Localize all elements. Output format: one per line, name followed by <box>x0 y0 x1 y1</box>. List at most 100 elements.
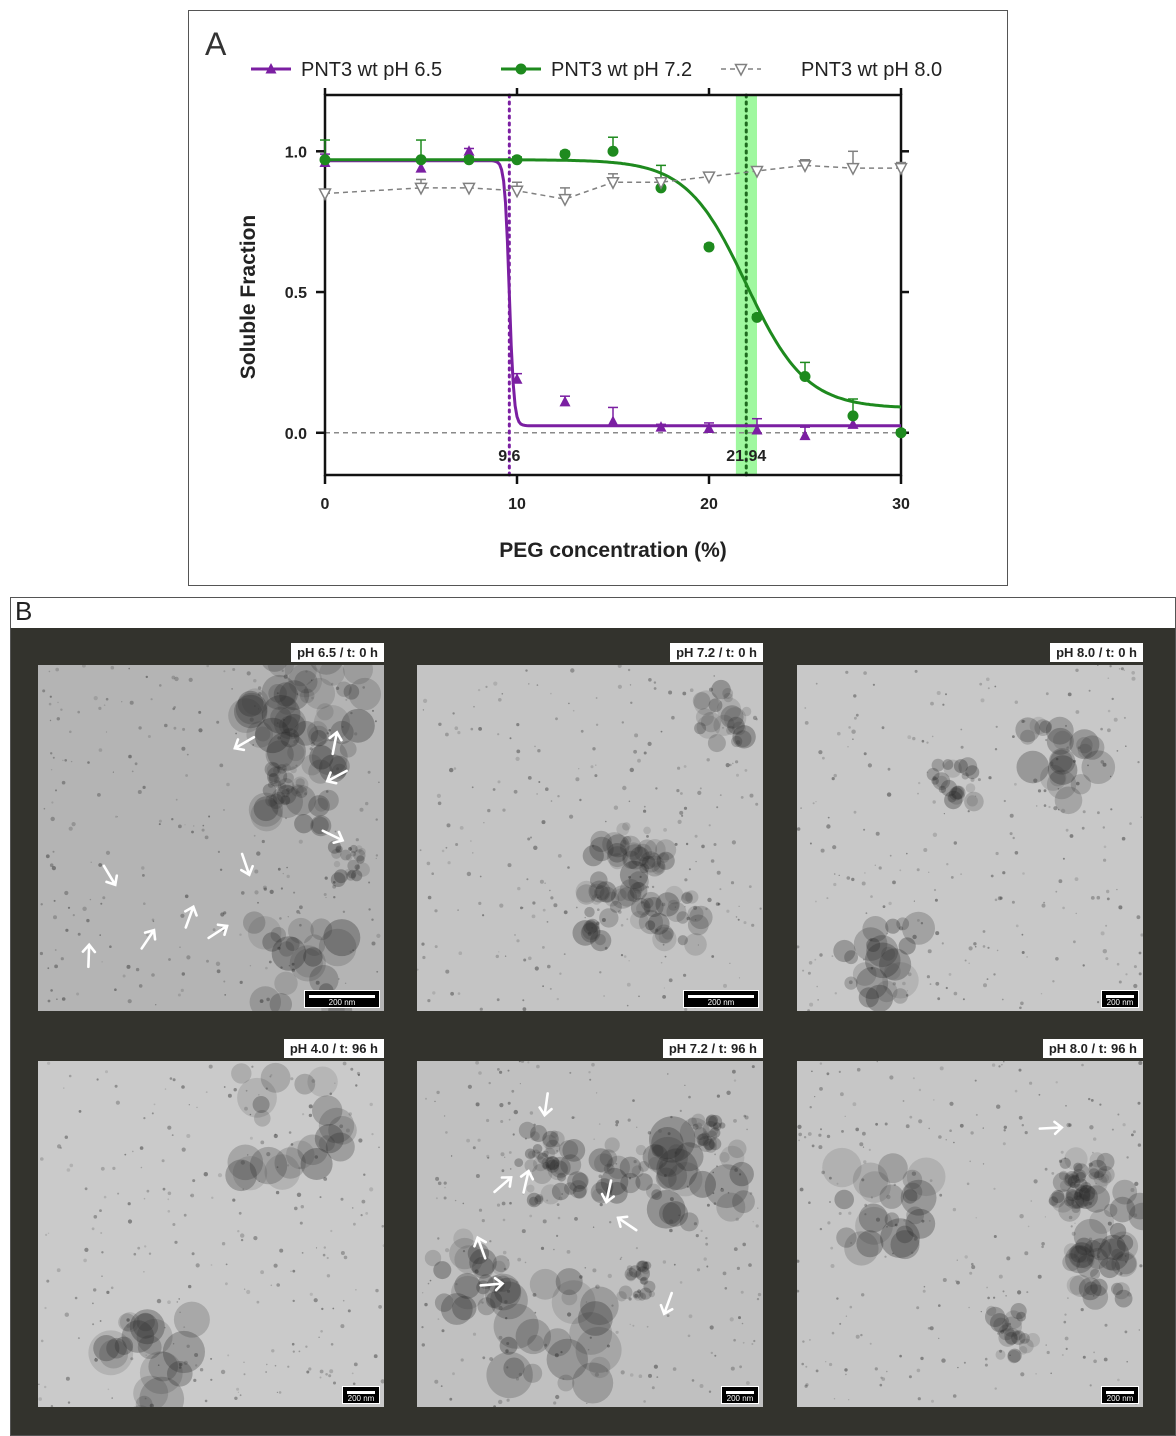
arrow-marker <box>1038 1120 1064 1136</box>
scale-bar: 200 nm <box>1101 1386 1139 1404</box>
arrow-marker <box>600 1179 616 1205</box>
arrow-marker <box>616 1215 638 1232</box>
data-point <box>462 182 476 196</box>
data-point <box>799 429 811 441</box>
scale-bar-label: 200 nm <box>347 1394 375 1403</box>
arrow-marker <box>493 1176 513 1194</box>
arrow-marker <box>233 735 256 752</box>
scale-bar: 200 nm <box>342 1386 380 1404</box>
data-point <box>751 423 763 435</box>
data-point <box>799 370 811 382</box>
arrow-marker <box>479 1276 505 1292</box>
micrograph-image: 200 nm <box>797 665 1143 1011</box>
arrow-marker <box>240 852 254 877</box>
micrograph-label: pH 6.5 / t: 0 h <box>291 643 384 662</box>
data-point <box>319 154 331 166</box>
solubility-chart: A 9.6 21.94 0 10 20 30 0.0 0.5 1.0 PEG concentrati… <box>205 26 942 562</box>
data-point <box>847 418 859 429</box>
data-point <box>558 193 572 207</box>
scale-bar: 200 nm <box>683 990 759 1008</box>
plot-frame <box>323 93 903 477</box>
scale-bar-label: 200 nm <box>726 1394 754 1403</box>
micrograph-label: pH 4.0 / t: 96 h <box>283 1039 384 1058</box>
data-point <box>798 160 812 173</box>
micrograph-image: 200 nm <box>417 665 763 1011</box>
arrow-marker <box>659 1291 674 1316</box>
data-point <box>846 162 860 176</box>
series-line-2 <box>324 164 901 200</box>
arrow-marker <box>321 829 345 845</box>
y-tick-label: 0.0 <box>285 426 307 443</box>
fit-curve-1 <box>325 158 902 409</box>
micrograph-image: 200 nm <box>38 1061 384 1407</box>
micrograph-0: pH 6.5 / t: 0 h 200 nm <box>38 643 384 1011</box>
scale-bar-label: 200 nm <box>707 998 735 1007</box>
data-point <box>607 145 619 157</box>
micrograph-image: 200 nm <box>38 665 384 1011</box>
micrograph-3: pH 4.0 / t: 96 h 200 nm <box>38 1039 384 1407</box>
x-tick-label: 20 <box>700 496 718 513</box>
midpoint-label-0: 9.6 <box>498 448 520 465</box>
data-point <box>463 154 475 166</box>
midpoint-label-1: 21.94 <box>726 448 766 465</box>
data-point <box>510 185 524 199</box>
data-point <box>655 421 667 432</box>
data-point <box>847 410 859 422</box>
data-point <box>318 188 332 202</box>
micrograph-2: pH 8.0 / t: 0 h 200 nm <box>797 643 1143 1011</box>
y-axis-label: Soluble Fraction <box>237 215 260 380</box>
data-point <box>654 177 668 190</box>
arrow-marker <box>140 928 157 950</box>
arrow-marker <box>325 769 348 785</box>
panel-a-letter: A <box>205 26 227 62</box>
arrow-marker <box>519 1169 535 1194</box>
micrograph-label: pH 8.0 / t: 96 h <box>1042 1039 1143 1058</box>
micrograph-4: pH 7.2 / t: 96 h 200 nm <box>417 1039 763 1407</box>
arrow-marker <box>538 1092 553 1118</box>
data-point <box>415 162 427 173</box>
arrow-marker <box>81 942 97 969</box>
data-point <box>750 165 764 179</box>
legend-marker-1 <box>515 63 527 75</box>
data-point <box>463 145 475 156</box>
arrow-marker <box>183 904 198 929</box>
data-point <box>559 148 571 160</box>
legend-marker-0 <box>265 63 277 74</box>
y-tick-label: 0.5 <box>285 285 307 302</box>
micrograph-1: pH 7.2 / t: 0 h 200 nm <box>417 643 763 1011</box>
data-point <box>414 182 428 196</box>
scale-bar-label: 200 nm <box>1106 1394 1134 1403</box>
arrow-marker <box>207 923 229 940</box>
micrograph-image: 200 nm <box>797 1061 1143 1407</box>
micrograph-grid: pH 6.5 / t: 0 h 200 nm pH 7.2 / t: 0 h 200 … <box>11 628 1175 1435</box>
legend-label-2: PNT3 wt pH 8.0 <box>801 59 942 81</box>
micrograph-5: pH 8.0 / t: 96 h 200 nm <box>797 1039 1143 1407</box>
scale-bar: 200 nm <box>304 990 380 1008</box>
data-point <box>415 154 427 166</box>
data-point <box>559 395 571 407</box>
y-tick-label: 1.0 <box>285 144 307 161</box>
micrograph-label: pH 7.2 / t: 96 h <box>662 1039 763 1058</box>
micrograph-label: pH 8.0 / t: 0 h <box>1050 643 1143 662</box>
x-tick-label: 10 <box>508 496 526 513</box>
x-axis-label: PEG concentration (%) <box>499 539 727 562</box>
scale-bar: 200 nm <box>721 1386 759 1404</box>
data-point <box>606 177 620 190</box>
data-point <box>751 311 763 323</box>
data-point <box>511 154 523 166</box>
arrow-marker <box>473 1235 488 1260</box>
data-point <box>894 162 908 176</box>
scale-bar-label: 200 nm <box>1106 998 1134 1007</box>
arrow-marker <box>102 864 119 887</box>
data-point <box>703 241 715 253</box>
scale-bar: 200 nm <box>1101 990 1139 1008</box>
micrograph-image: 200 nm <box>417 1061 763 1407</box>
data-point <box>607 415 619 427</box>
data-point <box>895 427 907 439</box>
scale-bar-label: 200 nm <box>328 998 356 1007</box>
legend-marker-2 <box>734 63 748 77</box>
data-point <box>703 422 715 434</box>
legend-label-1: PNT3 wt pH 7.2 <box>551 59 692 81</box>
x-tick-label: 0 <box>321 496 330 513</box>
panel-a: A 9.6 21.94 0 10 20 30 0.0 0.5 1.0 PEG concentrati… <box>188 10 1008 586</box>
